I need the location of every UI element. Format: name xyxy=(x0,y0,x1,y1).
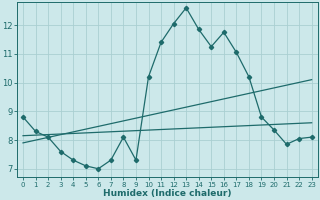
X-axis label: Humidex (Indice chaleur): Humidex (Indice chaleur) xyxy=(103,189,232,198)
